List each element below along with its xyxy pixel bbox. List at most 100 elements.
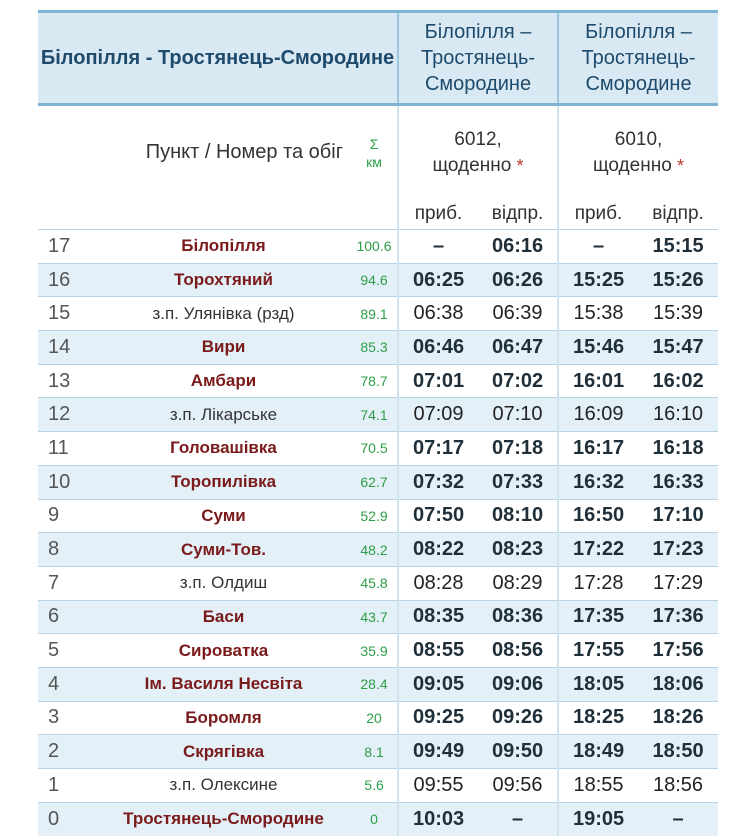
station-name[interactable]: Торопилівка: [96, 464, 351, 499]
table-row: 17 Білопілля 100.6–06:16–15:15: [38, 229, 719, 264]
station-name[interactable]: Вири: [96, 330, 351, 365]
arrival-6010: 15:25: [557, 262, 639, 297]
arrival-6012: 08:35: [397, 599, 479, 634]
arrival-6010: 16:17: [557, 431, 639, 466]
arrival-6012: 08:55: [397, 633, 479, 668]
note-star[interactable]: *: [516, 155, 524, 176]
table-row: 13 Амбари 78.7 07:01 07:02 16:01 16:02: [38, 363, 719, 398]
stop-index: 2: [38, 734, 96, 769]
arrival-6012: 09:49: [397, 734, 479, 769]
arrival-6010: 18:25: [557, 700, 639, 735]
departure-6010: 16:33: [638, 464, 719, 499]
header-row: Білопілля - Тростянець-Смородине Білопіл…: [38, 10, 719, 106]
station-name[interactable]: Торохтяний: [96, 262, 351, 297]
train-6012[interactable]: 6012, щоденно *: [397, 104, 559, 200]
departure-6010: 15:47: [638, 330, 719, 365]
table-row: 2 Скрягівка 8.1 09:49 09:50 18:49 18:50: [38, 734, 719, 769]
stop-index: 6: [38, 599, 96, 634]
table-row: 15 з.п. Улянівка (рзд) 89.1 06:38 06:39 15:38…: [38, 296, 719, 331]
punkt-label: Пункт / Номер та обіг: [145, 141, 343, 164]
table-row: 6 Баси 43.7 08:35 08:36 17:35 17:36: [38, 599, 719, 634]
departure-6010: 17:56: [638, 633, 719, 668]
station-name[interactable]: з.п. Лікарське: [96, 397, 351, 432]
station-name[interactable]: Суми-Тов.: [96, 532, 351, 567]
departure-6012: 09:56: [478, 768, 559, 803]
distance-km: 100.6: [351, 229, 399, 264]
arrival-6010: 16:01: [557, 363, 639, 398]
arrival-6010: 15:38: [557, 296, 639, 331]
distance-km: 45.8: [351, 565, 399, 601]
station-name[interactable]: Суми: [96, 498, 351, 533]
departure-6010: 15:39: [638, 296, 719, 331]
table-row: 12 з.п. Лікарське 74.1 07:09 07:10 16:09 16:10: [38, 397, 719, 432]
arrival-6012: 06:25: [397, 262, 479, 297]
arrival-6012: 08:28: [397, 565, 479, 601]
arrival-6010: 15:46: [557, 330, 639, 365]
distance-km: 52.9: [351, 498, 399, 533]
station-name[interactable]: Боромля: [96, 700, 351, 735]
arrival-6012: 07:01: [397, 363, 479, 398]
departure-6012: 07:02: [478, 363, 559, 398]
departure-6012: 09:26: [478, 700, 559, 735]
arr-label: приб.: [557, 199, 639, 230]
stop-index: 1: [38, 768, 96, 803]
train-days: щоденно: [592, 154, 672, 176]
stop-index: 0: [38, 801, 96, 836]
stop-index: 17: [38, 229, 96, 264]
departure-6010: 17:29: [638, 565, 719, 601]
station-name[interactable]: Головашівка: [96, 431, 351, 466]
departure-6010: 17:23: [638, 532, 719, 567]
dep-label: відпр.: [652, 203, 704, 225]
table-row: 0 Тростянець-Смородине 0 10:03–19:05–: [38, 801, 719, 836]
arrival-6012: 06:38: [397, 296, 479, 331]
table-row: 10 Торопилівка 62.7 07:32 07:33 16:32 16:33: [38, 464, 719, 499]
arrival-6010: 16:09: [557, 397, 639, 432]
train-number: 6012,: [454, 128, 502, 150]
distance-km: 62.7: [351, 464, 399, 499]
arrival-6010: 17:55: [557, 633, 639, 668]
station-name[interactable]: Скрягівка: [96, 734, 351, 769]
note-star[interactable]: *: [677, 155, 685, 176]
table-row: 14 Вири 85.3 06:46 06:47 15:46 15:47: [38, 330, 719, 365]
train-6010[interactable]: 6010, щоденно *: [557, 104, 719, 200]
station-name[interactable]: з.п. Олексине: [96, 768, 351, 803]
station-name[interactable]: Ім. Василя Несвіта: [96, 666, 351, 702]
station-name[interactable]: Баси: [96, 599, 351, 634]
train-header-row: Пункт / Номер та обіг Σ км 6012, щоденно…: [38, 104, 719, 200]
departure-6012: 08:29: [478, 565, 559, 601]
distance-km: 28.4: [351, 666, 399, 702]
table-row: 16 Торохтяний 94.6 06:25 06:26 15:25 15:26: [38, 262, 719, 297]
distance-km: 0: [351, 801, 399, 836]
departure-6012: 06:39: [478, 296, 559, 331]
departure-6010: 15:26: [638, 262, 719, 297]
table-row: 8 Суми-Тов. 48.2 08:22 08:23 17:22 17:23: [38, 532, 719, 567]
stop-index: 11: [38, 431, 96, 466]
departure-6010: 17:36: [638, 599, 719, 634]
station-name[interactable]: Тростянець-Смородине: [96, 801, 351, 836]
departure-6010: 15:15: [638, 229, 719, 264]
station-name[interactable]: Сироватка: [96, 633, 351, 668]
station-name[interactable]: з.п. Олдиш: [96, 565, 351, 601]
departure-6010: 18:06: [638, 666, 719, 702]
departure-6012: 07:18: [478, 431, 559, 466]
station-name[interactable]: Амбари: [96, 363, 351, 398]
arrival-6010: 18:05: [557, 666, 639, 702]
table-row: 1 з.п. Олексине 5.6 09:55 09:56 18:55 18:56: [38, 768, 719, 803]
arrival-6012: 09:55: [397, 768, 479, 803]
station-name[interactable]: з.п. Улянівка (рзд): [96, 296, 351, 331]
departure-6012: 09:06: [478, 666, 559, 702]
departure-6012: 06:47: [478, 330, 559, 365]
arrival-6012: 07:17: [397, 431, 479, 466]
stop-index: 15: [38, 296, 96, 331]
arrival-6012: 08:22: [397, 532, 479, 567]
distance-km: 5.6: [351, 768, 399, 803]
distance-km: 70.5: [351, 431, 399, 466]
station-name[interactable]: Білопілля: [96, 229, 351, 264]
train-number: 6010,: [614, 128, 663, 150]
arrival-6010: 16:50: [557, 498, 639, 533]
departure-6012: 07:10: [478, 397, 559, 432]
departure-6012: 08:56: [478, 633, 559, 668]
arrival-6012: 07:32: [397, 464, 479, 499]
route-title: Білопілля - Тростянець-Смородине: [38, 10, 399, 106]
departure-6012: 08:23: [478, 532, 559, 567]
